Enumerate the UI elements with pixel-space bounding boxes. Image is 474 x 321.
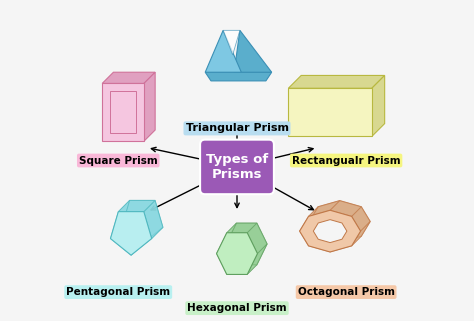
Polygon shape	[144, 200, 163, 239]
Polygon shape	[313, 220, 347, 243]
Polygon shape	[122, 200, 163, 244]
Polygon shape	[102, 72, 155, 83]
Text: Types of
Prisms: Types of Prisms	[206, 153, 268, 181]
Polygon shape	[234, 30, 272, 72]
Polygon shape	[300, 207, 318, 231]
Polygon shape	[309, 201, 340, 216]
Polygon shape	[300, 221, 318, 246]
Polygon shape	[288, 75, 385, 88]
Polygon shape	[372, 75, 385, 136]
Polygon shape	[330, 201, 361, 216]
Polygon shape	[247, 244, 267, 274]
Polygon shape	[352, 221, 370, 246]
Polygon shape	[110, 200, 129, 239]
Polygon shape	[102, 83, 144, 141]
Polygon shape	[288, 88, 372, 136]
Polygon shape	[118, 200, 155, 212]
Polygon shape	[205, 30, 241, 72]
Polygon shape	[110, 227, 142, 255]
Polygon shape	[217, 223, 237, 254]
Polygon shape	[110, 212, 152, 255]
Polygon shape	[227, 265, 257, 274]
Text: Rectangualr Prism: Rectangualr Prism	[292, 155, 401, 166]
Polygon shape	[247, 223, 267, 254]
Polygon shape	[217, 233, 257, 274]
Text: Square Prism: Square Prism	[79, 155, 157, 166]
Polygon shape	[144, 72, 155, 141]
Text: Hexagonal Prism: Hexagonal Prism	[187, 303, 287, 313]
Polygon shape	[223, 30, 240, 55]
FancyBboxPatch shape	[200, 140, 274, 194]
Polygon shape	[309, 236, 340, 252]
Text: Triangular Prism: Triangular Prism	[185, 123, 289, 134]
Polygon shape	[131, 227, 163, 255]
Polygon shape	[217, 244, 237, 274]
Polygon shape	[352, 207, 370, 231]
Polygon shape	[330, 236, 361, 252]
Polygon shape	[227, 223, 257, 233]
Text: Pentagonal Prism: Pentagonal Prism	[66, 287, 170, 297]
Polygon shape	[300, 210, 361, 252]
Polygon shape	[205, 72, 272, 81]
Polygon shape	[226, 223, 267, 265]
Polygon shape	[309, 201, 370, 242]
Text: Octagonal Prism: Octagonal Prism	[298, 287, 395, 297]
